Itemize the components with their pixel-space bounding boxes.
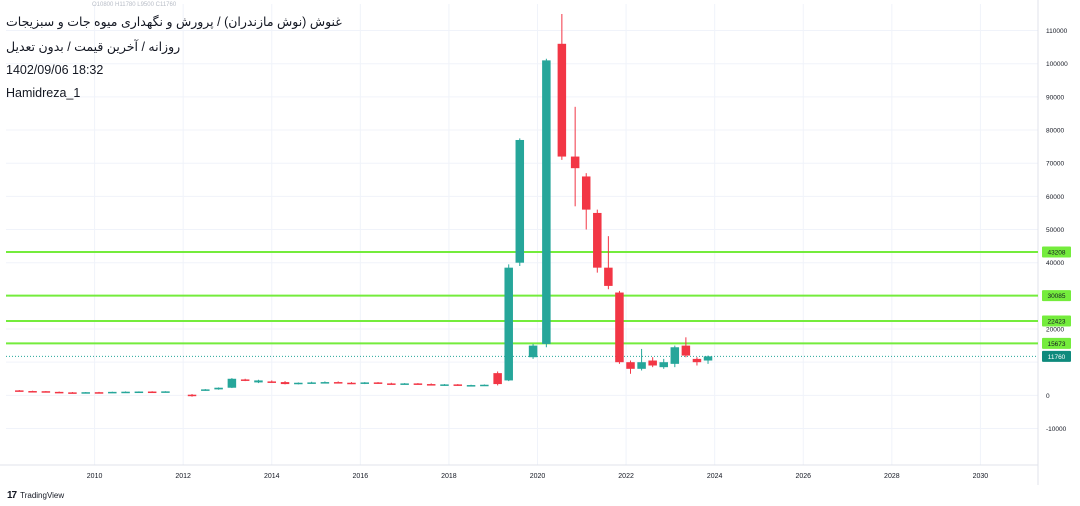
candle-body [81, 392, 90, 394]
x-tick-label: 2010 [87, 473, 103, 480]
candle-body [493, 373, 502, 385]
y-tick-label: 0 [1046, 393, 1050, 400]
candle-body [400, 383, 409, 385]
y-tick-label: 50000 [1046, 227, 1064, 234]
y-tick-label: 110000 [1046, 28, 1068, 35]
candle-body [280, 382, 290, 385]
y-tick-label: -10000 [1046, 426, 1067, 433]
candle-body [626, 362, 635, 369]
candle-body [413, 383, 423, 385]
tradingview-branding[interactable]: 17 TradingView [7, 490, 64, 501]
candle-body [240, 379, 250, 381]
x-tick-label: 2016 [353, 473, 369, 480]
candle-body [387, 383, 396, 385]
x-tick-label: 2028 [884, 473, 900, 480]
x-tick-label: 2026 [795, 473, 811, 480]
ohlc-readout: O10800 H11780 L9500 C11760 [92, 2, 177, 8]
candle-body [41, 391, 51, 393]
candle-body [570, 156, 580, 169]
candle-body [108, 391, 117, 394]
y-tick-label: 80000 [1046, 128, 1064, 135]
last-price-badge [1042, 350, 1071, 362]
candle-body [15, 390, 24, 392]
candle-body [670, 347, 680, 364]
y-tick-label: 60000 [1046, 194, 1064, 201]
level-badge [1042, 337, 1071, 349]
level-badge-label: 15673 [1047, 341, 1065, 348]
candle-body [227, 378, 237, 388]
symbol-title: غنوش (نوش مازندران) / پرورش و نگهداری می… [6, 15, 342, 29]
candle-body [201, 389, 210, 391]
level-badge-label: 30085 [1047, 293, 1065, 300]
candle-body [504, 267, 513, 381]
candle-body [360, 382, 370, 384]
candle-body [615, 292, 624, 363]
x-tick-label: 2012 [175, 473, 191, 480]
candle-body [703, 356, 713, 361]
y-tick-label: 100000 [1046, 61, 1068, 68]
candle-body [440, 384, 449, 386]
candle-body [134, 391, 144, 394]
x-tick-label: 2024 [707, 473, 723, 480]
x-tick-label: 2030 [973, 473, 989, 480]
candle-body [466, 385, 476, 387]
y-tick-label: 70000 [1046, 161, 1064, 168]
chart-settings-line: روزانه / آخرین قیمت / بدون تعدیل [6, 40, 181, 54]
candle-body [648, 360, 657, 366]
candle-body [54, 391, 64, 394]
candle-body [542, 60, 551, 344]
tradingview-wordmark: TradingView [20, 491, 65, 500]
candle-body [68, 392, 77, 394]
x-tick-label: 2018 [441, 473, 457, 480]
candle-body [94, 392, 104, 394]
y-tick-label: 40000 [1046, 260, 1064, 267]
candle-body [692, 358, 702, 363]
candle-body [373, 382, 383, 384]
candle-body [581, 176, 591, 210]
candle-body [121, 391, 130, 394]
level-badge [1042, 246, 1071, 258]
candle-body [307, 382, 316, 384]
candle-body [515, 139, 525, 263]
candle-body [267, 381, 277, 383]
candle-body [294, 382, 303, 385]
candle-body [557, 43, 567, 157]
author-name: Hamidreza_1 [6, 86, 81, 100]
level-badge-label: 43208 [1047, 250, 1065, 257]
level-badge [1042, 290, 1071, 302]
candle-body [187, 394, 197, 397]
candle-body [28, 391, 37, 393]
candle-body [347, 382, 356, 385]
x-tick-label: 2022 [618, 473, 634, 480]
candle-body [453, 384, 463, 386]
candle-body [480, 384, 489, 387]
level-badge [1042, 315, 1071, 327]
last-price-badge-label: 11760 [1048, 354, 1066, 361]
candle-body [637, 362, 646, 369]
candle-body [604, 267, 613, 286]
tradingview-logo-icon: 17 [7, 490, 17, 501]
snapshot-datetime: 1402/09/06 18:32 [6, 63, 104, 77]
candle-body [161, 391, 170, 393]
candle-body [320, 382, 330, 384]
candle-body [426, 384, 436, 386]
y-tick-label: 20000 [1046, 327, 1064, 334]
candle-body [254, 380, 263, 383]
x-tick-label: 2020 [530, 473, 546, 480]
x-tick-label: 2014 [264, 473, 280, 480]
candle-body [333, 382, 343, 384]
candle-body [528, 345, 538, 358]
candle-body [593, 212, 602, 268]
y-tick-label: 90000 [1046, 94, 1064, 101]
candle-body [681, 345, 691, 356]
candle-body [659, 362, 668, 368]
candle-body [214, 387, 223, 390]
level-badge-label: 22423 [1047, 318, 1065, 325]
candle-body [147, 391, 157, 394]
